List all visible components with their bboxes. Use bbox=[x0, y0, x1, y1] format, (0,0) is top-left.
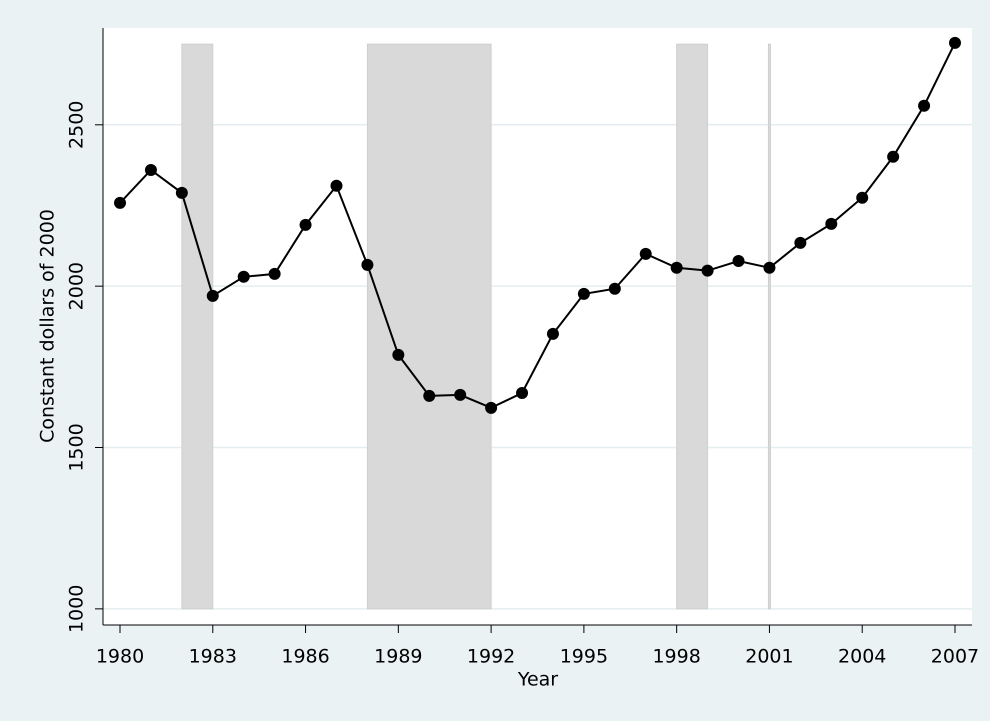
marker bbox=[423, 389, 436, 402]
marker bbox=[825, 217, 838, 230]
marker bbox=[732, 254, 745, 267]
x-axis-title: Year bbox=[517, 669, 558, 691]
x-tick-label: 1986 bbox=[281, 646, 329, 668]
marker bbox=[114, 196, 127, 209]
y-tick-label: 1500 bbox=[66, 423, 88, 471]
x-tick-label: 1995 bbox=[560, 646, 608, 668]
marker bbox=[485, 401, 498, 414]
y-tick-label: 1000 bbox=[66, 585, 88, 633]
y-axis-title: Constant dollars of 2000 bbox=[37, 209, 59, 443]
marker bbox=[856, 191, 869, 204]
marker bbox=[454, 388, 467, 401]
marker bbox=[670, 261, 683, 274]
marker bbox=[608, 282, 621, 295]
marker bbox=[237, 270, 250, 283]
x-tick-label: 2004 bbox=[838, 646, 886, 668]
plot-area bbox=[103, 28, 972, 625]
marker bbox=[577, 287, 590, 300]
y-tick-label: 2500 bbox=[66, 101, 88, 149]
marker bbox=[175, 186, 188, 199]
shaded-band bbox=[767, 43, 771, 610]
marker bbox=[144, 163, 157, 176]
shaded-band bbox=[676, 43, 709, 610]
marker bbox=[361, 258, 374, 271]
marker bbox=[330, 179, 343, 192]
marker bbox=[546, 327, 559, 340]
marker bbox=[299, 218, 312, 231]
marker bbox=[918, 99, 931, 112]
shaded-band bbox=[181, 43, 214, 610]
line bbox=[119, 42, 956, 409]
x-tick-label: 1983 bbox=[189, 646, 237, 668]
x-tick-label: 2001 bbox=[745, 646, 793, 668]
marker bbox=[268, 267, 281, 280]
marker bbox=[763, 261, 776, 274]
marker bbox=[516, 386, 529, 399]
x-tick-label: 1992 bbox=[467, 646, 515, 668]
marker bbox=[392, 348, 405, 361]
x-tick-label: 1998 bbox=[652, 646, 700, 668]
x-tick-label: 1980 bbox=[96, 646, 144, 668]
marker bbox=[206, 289, 219, 302]
shaded-band bbox=[366, 43, 492, 610]
marker bbox=[701, 264, 714, 277]
marker bbox=[887, 150, 900, 163]
marker bbox=[639, 247, 652, 260]
x-tick-label: 1989 bbox=[374, 646, 422, 668]
y-tick-label: 2000 bbox=[66, 262, 88, 310]
marker bbox=[948, 36, 961, 49]
x-tick-label: 2007 bbox=[931, 646, 979, 668]
marker bbox=[794, 236, 807, 249]
